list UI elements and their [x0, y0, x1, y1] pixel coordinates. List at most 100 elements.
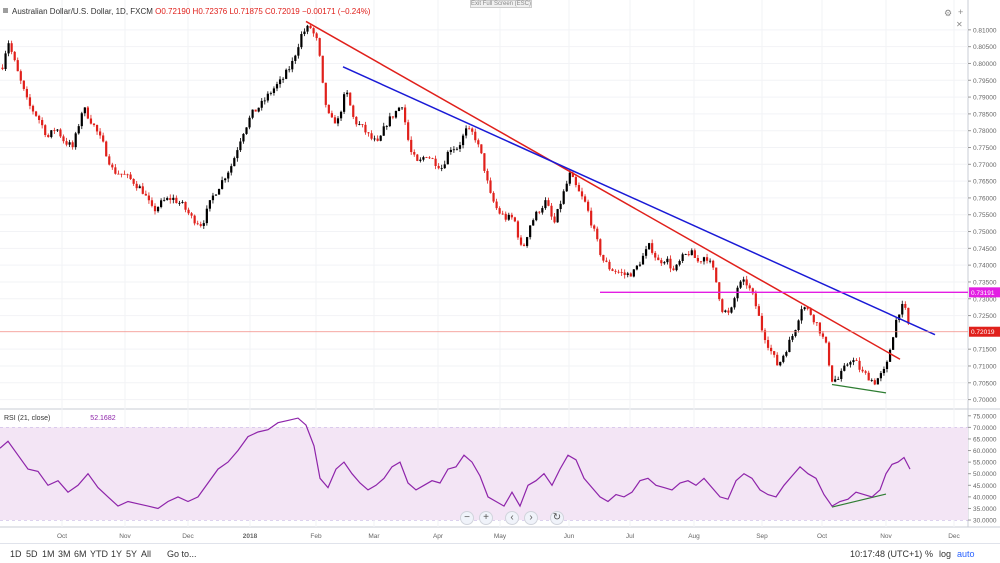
candle-down	[864, 371, 867, 373]
candle-up	[358, 124, 361, 125]
range-5d[interactable]: 5D	[26, 549, 38, 559]
candle-down	[38, 115, 41, 120]
candle-down	[193, 215, 196, 224]
candle-up	[730, 307, 733, 313]
candle-up	[379, 135, 382, 141]
range-6m[interactable]: 6M	[74, 549, 87, 559]
candle-up	[77, 126, 80, 134]
range-5y[interactable]: 5Y	[126, 549, 138, 559]
candle-down	[538, 211, 541, 213]
rsi-tick-label: 35.0000	[973, 506, 997, 513]
candle-up	[733, 298, 736, 308]
gear-icon[interactable]: ⚙	[944, 8, 953, 18]
time-tick-label: Oct	[57, 533, 67, 540]
range-ytd[interactable]: YTD	[90, 549, 108, 559]
candle-up	[343, 94, 346, 112]
candle-down	[437, 165, 440, 169]
candle-up	[544, 200, 547, 209]
log-toggle[interactable]: log	[939, 549, 952, 559]
candle-up	[443, 164, 446, 169]
candle-down	[352, 105, 355, 117]
candle-down	[147, 195, 150, 201]
candle-down	[550, 205, 553, 217]
candle-down	[593, 225, 596, 229]
candle-up	[440, 168, 443, 169]
range-all[interactable]: All	[141, 549, 152, 559]
candle-down	[501, 213, 504, 215]
candle-down	[361, 124, 364, 125]
candle-down	[99, 131, 102, 136]
candle-down	[92, 123, 96, 126]
price-tick-label: 0.74000	[973, 263, 997, 270]
goto-button[interactable]: Go to...	[167, 549, 197, 559]
candle-down	[89, 118, 93, 124]
candle-down	[184, 201, 187, 210]
candle-down	[751, 288, 754, 294]
candle-down	[760, 315, 764, 331]
candle-up	[74, 133, 77, 148]
candle-down	[364, 124, 367, 133]
candle-up	[205, 208, 208, 224]
scroll-right-button[interactable]: ›	[524, 511, 538, 525]
candle-down	[44, 125, 47, 136]
auto-toggle[interactable]: auto	[957, 549, 975, 559]
candle-up	[275, 84, 279, 89]
range-1y[interactable]: 1Y	[111, 549, 123, 559]
candle-down	[318, 38, 321, 56]
last-price-badge-bg	[969, 326, 1000, 337]
range-3m[interactable]: 3M	[58, 549, 71, 559]
candle-up	[739, 281, 742, 288]
candle-up	[559, 203, 562, 210]
zoom-out-button[interactable]: −	[460, 511, 474, 525]
header-line: Australian Dollar/U.S. Dollar, 1D, FXCM …	[12, 7, 371, 16]
candle-down	[413, 152, 416, 155]
candle-down	[10, 43, 13, 52]
candle-up	[214, 194, 218, 196]
close-icon[interactable]: ✕	[956, 20, 963, 29]
candle-down	[651, 243, 654, 253]
candle-down	[196, 223, 199, 225]
scroll-left-button[interactable]: ‹	[505, 511, 519, 525]
candle-down	[721, 299, 724, 312]
rsi-tick-label: 45.0000	[973, 483, 997, 490]
candle-up	[638, 264, 642, 266]
candle-down	[519, 237, 523, 245]
candle-down	[25, 88, 28, 98]
candle-up	[885, 361, 889, 369]
time-tick-label: Nov	[119, 533, 131, 540]
candle-up	[208, 200, 211, 209]
candle-up	[461, 135, 465, 146]
candle-up	[791, 336, 794, 340]
candle-down	[553, 216, 556, 223]
candle-down	[495, 201, 498, 209]
reset-chart-button[interactable]: ↻	[550, 511, 564, 525]
candle-up	[675, 264, 678, 271]
rsi-tick-label: 75.0000	[973, 413, 997, 420]
price-tick-label: 0.71000	[973, 363, 997, 370]
candle-down	[907, 307, 910, 324]
candle-up	[901, 303, 904, 315]
candle-up	[782, 355, 785, 362]
candle-down	[327, 104, 330, 114]
exit-fullscreen-button[interactable]: Exit Full Screen (ESC)	[470, 0, 532, 8]
time-tick-label: Oct	[817, 533, 827, 540]
candle-down	[53, 130, 56, 132]
range-1m[interactable]: 1M	[42, 549, 55, 559]
candle-down	[141, 186, 144, 194]
rsi-current-value: 52.1682	[90, 415, 115, 422]
time-tick-label: Aug	[688, 533, 700, 540]
range-1d[interactable]: 1D	[10, 549, 22, 559]
candle-up	[56, 129, 59, 131]
candle-down	[34, 111, 38, 116]
candle-up	[568, 172, 571, 184]
price-tick-label: 0.80500	[973, 44, 997, 51]
zoom-in-button[interactable]: +	[479, 511, 493, 525]
candle-down	[407, 122, 410, 140]
plus-icon[interactable]: +	[958, 7, 964, 17]
time-tick-label: Nov	[880, 533, 892, 540]
candle-down	[855, 360, 858, 361]
candle-up	[876, 378, 879, 385]
candle-down	[654, 252, 657, 258]
candle-down	[315, 33, 318, 39]
percent-toggle[interactable]: %	[925, 549, 934, 559]
